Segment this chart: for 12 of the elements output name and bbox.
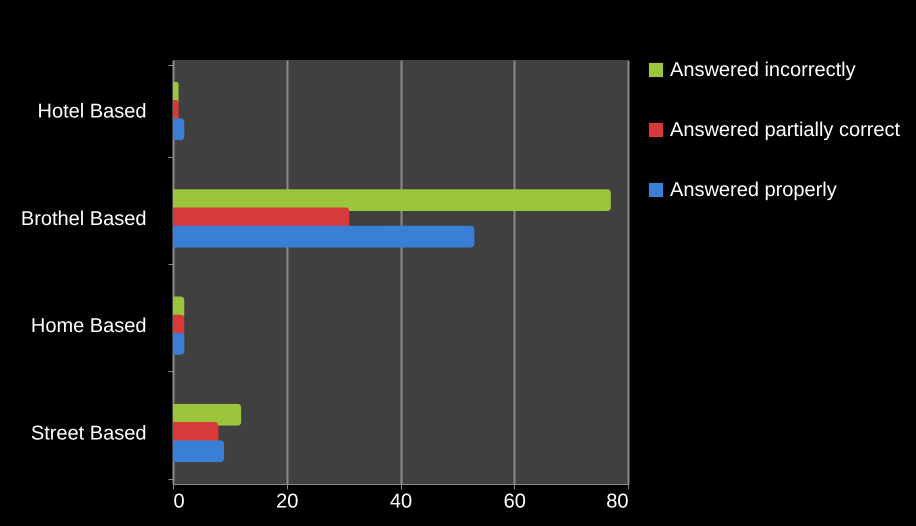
legend-label: Answered properly: [670, 179, 837, 201]
y-tick-label: Home Based: [30, 315, 146, 338]
y-tick-label: Hotel Based: [38, 100, 146, 122]
y-tick-label: Brothel Based: [20, 208, 146, 230]
x-tick-label: 80: [606, 490, 628, 512]
legend-label: Answered incorrectly: [670, 59, 856, 81]
legend-label: Answered partially correct: [670, 119, 901, 141]
x-tick-label: 20: [276, 490, 298, 512]
x-tick-label: 0: [174, 490, 185, 512]
y-tick-label: Street Based: [30, 422, 146, 445]
x-tick-label: 40: [390, 490, 412, 512]
x-tick-label: 60: [504, 490, 526, 512]
